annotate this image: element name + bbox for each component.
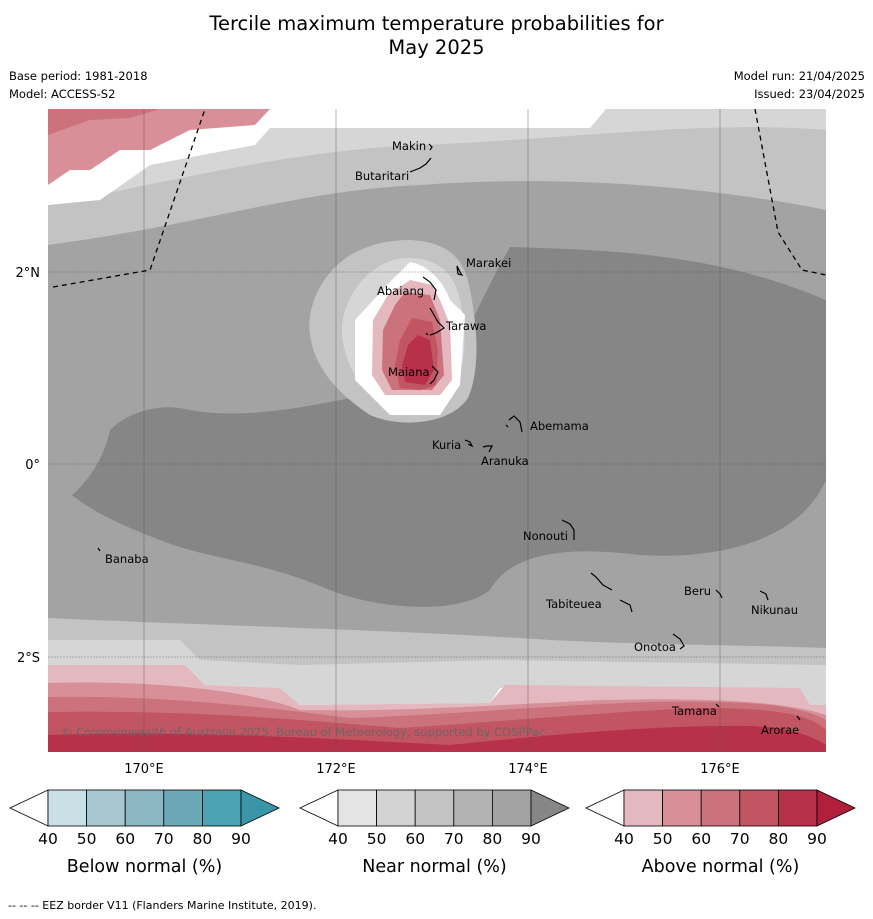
colorbar-segment (700, 789, 741, 827)
place-label: Maiana (388, 365, 430, 379)
colorbar-3: 40 50 60 70 80 90 Above normal (%) (585, 789, 856, 877)
colorbar-segment (662, 789, 702, 827)
issued-date: Issued: 23/04/2025 (754, 87, 865, 101)
colorbar-tick-label: 80 (483, 830, 503, 848)
place-label: Onotoa (634, 640, 676, 654)
colorbar-tick-label: 60 (405, 830, 425, 848)
colorbar-segment (453, 789, 493, 827)
place-label: Tamana (671, 704, 717, 718)
colorbar-2: 40 50 60 70 80 90 Near normal (%) (299, 789, 570, 877)
meta-right: Model run: 21/04/2025 Issued: 23/04/2025 (734, 67, 865, 103)
colorbar-segment (491, 789, 532, 827)
colorbar-label: Below normal (%) (67, 857, 222, 877)
colorbar-segment (414, 789, 455, 827)
meta-left: Base period: 1981-2018 Model: ACCESS-S2 (9, 67, 148, 103)
colorbar-segment (86, 789, 126, 827)
colorbar-tick-label: 50 (367, 830, 387, 848)
island-outlines (97, 143, 801, 721)
lat-label: 2°N (16, 266, 41, 281)
colorbar-tick-label: 80 (769, 830, 789, 848)
eez-footnote: -- -- -- EEZ border V11 (Flanders Marine… (8, 899, 317, 912)
colorbar-tick-label: 70 (444, 830, 464, 848)
axis-labels: 170°E 172°E 174°E 176°E 2°N 0° 2°S (16, 266, 740, 777)
colorbar-segment (47, 789, 87, 827)
above-normal-80-90-blob (402, 335, 434, 385)
colorbar-segment (201, 789, 242, 827)
place-label: Banaba (105, 552, 149, 566)
place-label: Butaritari (355, 169, 409, 183)
model-run-date: Model run: 21/04/2025 (733, 69, 865, 83)
lat-label: 2°S (17, 651, 40, 666)
colorbar-label: Above normal (%) (642, 857, 800, 877)
colorbar-tick-label: 90 (807, 830, 827, 848)
place-label: Nonouti (523, 529, 568, 543)
colorbar-segment (124, 789, 165, 827)
colorbar-tick-label: 90 (521, 830, 541, 848)
colorbar-tick-label: 60 (691, 830, 711, 848)
colorbar-tick-label: 60 (115, 830, 135, 848)
above-normal-80-90-south (48, 725, 826, 752)
colorbar-tick-label: 50 (77, 830, 97, 848)
colorbar-extend-high (240, 789, 280, 827)
probability-map: © Commonwealth of Australia 2025, Bureau… (48, 109, 826, 752)
above-normal-60-70-north (48, 109, 160, 135)
lon-label: 172°E (316, 762, 356, 777)
lon-label: 174°E (508, 762, 548, 777)
base-period: Base period: 1981-2018 (9, 69, 148, 83)
place-label: Arorae (761, 723, 799, 737)
place-label: Tabiteuea (545, 597, 602, 611)
colorbar-segment (778, 789, 818, 827)
copyright-notice: © Commonwealth of Australia 2025, Bureau… (61, 725, 545, 739)
colorbar-segment (739, 789, 779, 827)
colorbar-tick-label: 70 (730, 830, 750, 848)
place-labels: Makin Butaritari Marakei Abaiang Tarawa … (105, 139, 799, 737)
graticule (48, 109, 826, 752)
colorbar-tick-label: 40 (614, 830, 634, 848)
model-name: Model: ACCESS-S2 (9, 87, 116, 101)
eez-border-east (754, 109, 826, 276)
place-label: Marakei (466, 256, 511, 270)
above-normal-50-60-north (48, 109, 270, 185)
place-label: Abaiang (377, 284, 424, 298)
near-normal-70-80-area (72, 247, 826, 607)
colorbar-tick-label: 90 (231, 830, 251, 848)
colorbar-tick-label: 80 (193, 830, 213, 848)
eez-border-west (52, 109, 206, 288)
place-label: Nikunau (751, 603, 798, 617)
colorbar-tick-label: 40 (328, 830, 348, 848)
map-title: Tercile maximum temperature probabilitie… (0, 12, 873, 60)
colorbars: 40 50 60 70 80 90 Below normal (%) 40 50 60 70 80 90… (9, 789, 856, 877)
title-line-2: May 2025 (388, 36, 485, 59)
place-label: Abemama (530, 419, 589, 433)
place-label: Makin (392, 139, 426, 153)
title-line-1: Tercile maximum temperature probabilitie… (209, 12, 664, 35)
place-label: Beru (684, 584, 711, 598)
place-label: Tarawa (445, 319, 486, 333)
colorbar-extend-low (585, 789, 625, 827)
colorbar-extend-high (530, 789, 570, 827)
lon-label: 176°E (700, 762, 740, 777)
place-label: Kuria (432, 438, 461, 452)
colorbar-label: Near normal (%) (362, 857, 507, 877)
place-label: Aranuka (481, 454, 529, 468)
colorbar-segment (163, 789, 203, 827)
colorbar-segment (623, 789, 663, 827)
no-dominant-band-north (48, 109, 606, 205)
colorbar-1: 40 50 60 70 80 90 Below normal (%) (9, 789, 280, 877)
colorbar-extend-low (299, 789, 339, 827)
lon-label: 170°E (124, 762, 164, 777)
colorbar-extend-low (9, 789, 49, 827)
colorbar-tick-label: 50 (653, 830, 673, 848)
colorbar-extend-high (816, 789, 856, 827)
lat-label: 0° (25, 458, 40, 473)
colorbar-tick-label: 70 (154, 830, 174, 848)
colorbar-segment (337, 789, 377, 827)
colorbar-tick-label: 40 (38, 830, 58, 848)
colorbar-segment (376, 789, 416, 827)
